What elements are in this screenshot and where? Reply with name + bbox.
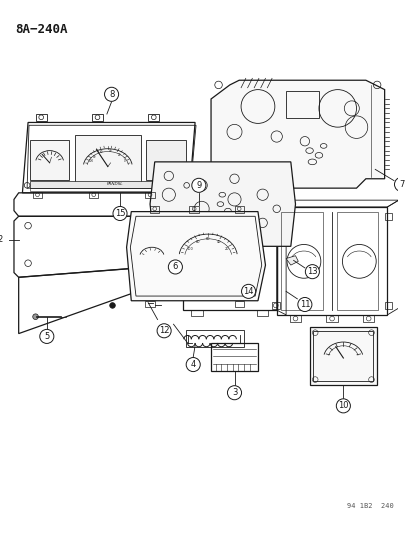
Circle shape [305,264,319,279]
Circle shape [33,314,38,319]
Text: 20: 20 [117,152,121,157]
Bar [256,211,268,218]
Bar [150,206,159,213]
Bar [367,102,373,106]
Text: 9: 9 [196,181,201,190]
Bar [313,331,373,382]
Circle shape [394,177,408,191]
Circle shape [227,386,241,400]
Polygon shape [150,162,295,246]
Text: 80: 80 [195,240,199,244]
Text: 94 1B2  240: 94 1B2 240 [347,503,393,509]
Bar [384,213,391,220]
Circle shape [0,232,7,247]
Bar [367,96,373,100]
Bar [211,343,257,371]
Text: 2: 2 [0,235,2,244]
Bar [191,211,202,218]
Bar [234,206,243,213]
Text: 8A−240A: 8A−240A [15,23,67,36]
Bar [148,114,159,120]
Text: 80: 80 [92,155,96,159]
Bar [30,140,69,180]
Text: 20: 20 [224,247,229,252]
Text: 60: 60 [100,150,103,154]
Text: 6: 6 [172,262,178,271]
Text: 15: 15 [114,209,125,218]
Circle shape [113,206,127,221]
Circle shape [40,329,54,343]
Bar [367,108,373,111]
Text: 60: 60 [206,237,210,241]
Bar [271,213,279,220]
Bar [89,192,98,198]
Bar [146,140,185,180]
Bar [271,302,279,309]
Circle shape [157,324,171,338]
Bar [256,310,268,316]
Circle shape [240,257,256,272]
Bar [285,92,318,118]
Bar [75,135,140,183]
Bar [289,315,300,322]
Bar [362,315,373,322]
Bar [33,192,42,198]
Polygon shape [285,256,298,265]
Text: 40: 40 [216,240,220,244]
Text: 7: 7 [398,180,403,189]
Circle shape [191,179,205,192]
Bar [326,315,337,322]
Bar [367,119,373,123]
Bar [36,114,47,120]
Circle shape [335,399,349,413]
Circle shape [104,87,119,101]
Bar [30,181,187,188]
Text: 0: 0 [123,159,125,163]
Text: 1: 1 [412,249,413,259]
Bar [191,310,202,316]
Text: 100: 100 [186,247,192,252]
Bar [309,327,376,385]
Text: 12: 12 [159,326,169,335]
Polygon shape [126,212,265,301]
Circle shape [186,358,200,372]
Text: 14: 14 [243,287,253,296]
Text: 4: 4 [190,360,195,369]
Text: 11: 11 [299,300,309,309]
Bar [92,114,103,120]
Text: 13: 13 [306,267,317,276]
Text: 5: 5 [44,332,49,341]
Circle shape [109,303,115,308]
Text: 10: 10 [337,401,348,410]
Circle shape [168,260,182,274]
Bar [145,192,154,198]
Bar [384,302,391,309]
Bar [189,206,198,213]
Text: PRNDSL: PRNDSL [107,182,123,187]
Bar [185,330,243,347]
Text: 100: 100 [88,159,93,163]
Bar [281,212,322,310]
Circle shape [297,297,311,312]
Circle shape [241,284,255,298]
Bar [30,188,187,191]
Bar [234,301,243,308]
Text: 3: 3 [231,388,237,397]
Text: 8: 8 [109,90,114,99]
Bar [145,301,154,308]
Bar [336,212,377,310]
Text: 40: 40 [109,149,112,154]
Bar [367,113,373,117]
Circle shape [408,247,413,261]
Polygon shape [211,80,384,188]
